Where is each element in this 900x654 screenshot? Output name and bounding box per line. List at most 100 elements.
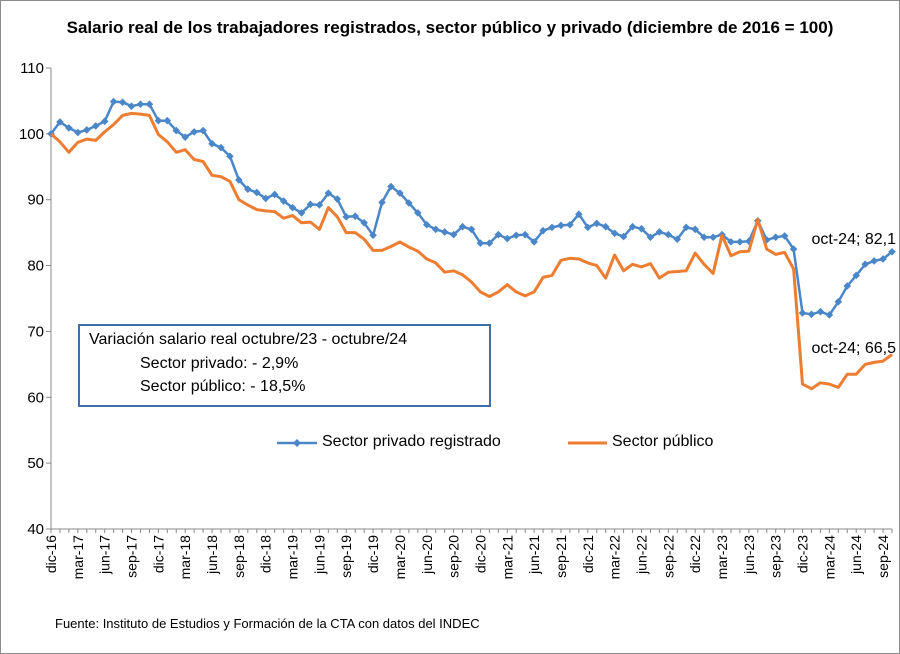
data-point-private [261, 194, 270, 203]
y-tick-label: 50 [27, 455, 44, 472]
x-tick-label: dic-19 [365, 535, 381, 573]
x-tick-label: sep-17 [124, 535, 140, 578]
data-point-private [91, 122, 100, 130]
x-tick-label: sep-22 [660, 535, 676, 578]
x-tick-label: sep-19 [338, 535, 354, 578]
data-point-private [208, 139, 216, 148]
data-point-private [422, 220, 431, 229]
data-point-private [476, 239, 485, 247]
chart-title: Salario real de los trabajadores registr… [66, 18, 834, 37]
data-point-private [333, 195, 342, 203]
data-point-private [288, 203, 297, 212]
data-point-private [297, 209, 306, 217]
data-point-private [199, 126, 207, 135]
data-point-private [396, 189, 404, 197]
data-point-private [807, 310, 816, 319]
data-point-private [637, 224, 646, 233]
x-tick-label: mar-19 [285, 535, 301, 580]
x-tick-label: dic-21 [580, 535, 596, 573]
y-tick-label: 90 [27, 192, 44, 209]
x-tick-label: sep-24 [875, 535, 891, 578]
data-point-private [709, 233, 717, 242]
data-point-private [431, 225, 440, 234]
point-label-public: oct-24; 66,5 [812, 340, 897, 357]
data-point-private [539, 226, 547, 235]
data-point-private [181, 133, 190, 141]
data-point-private [888, 247, 896, 256]
x-tick-label: jun-19 [311, 535, 327, 575]
x-tick-label: jun-17 [97, 535, 113, 575]
x-tick-label: jun-20 [419, 535, 435, 575]
data-point-private [65, 124, 73, 132]
annotation-public: Sector público: - 18,5% [140, 378, 306, 395]
x-tick-label: dic-22 [687, 535, 703, 573]
data-point-private [691, 225, 699, 234]
data-point-private [351, 212, 359, 220]
data-point-private [825, 311, 834, 319]
data-point-private [610, 229, 619, 238]
data-point-private [154, 116, 163, 125]
y-tick-label: 40 [27, 521, 44, 538]
data-point-private [503, 234, 512, 243]
data-point-private [252, 188, 261, 197]
data-point-private [145, 100, 154, 109]
x-tick-label: mar-17 [70, 535, 86, 580]
data-point-private [780, 232, 789, 240]
data-point-private [449, 230, 458, 239]
data-point-private [378, 198, 386, 207]
data-point-private [100, 117, 109, 126]
data-point-private [727, 238, 735, 246]
data-point-private [56, 118, 64, 126]
data-point-private [467, 225, 476, 234]
data-point-private [405, 199, 413, 207]
data-point-private [646, 233, 655, 242]
data-point-private [74, 128, 82, 137]
data-point-private [798, 309, 807, 317]
data-point-private [270, 190, 279, 199]
x-tick-label: mar-21 [499, 535, 515, 580]
x-tick-label: mar-22 [607, 535, 623, 580]
x-tick-label: jun-21 [526, 535, 542, 575]
data-point-private [584, 223, 592, 232]
data-point-private [494, 230, 503, 239]
annotation-private: Sector privado: - 2,9% [140, 355, 299, 372]
x-tick-label: dic-23 [795, 535, 811, 573]
data-point-private [879, 255, 887, 263]
y-tick-label: 80 [27, 258, 44, 275]
data-point-private [619, 232, 628, 241]
data-point-private [190, 128, 198, 136]
x-tick-label: mar-24 [821, 535, 837, 580]
data-point-private [512, 231, 521, 240]
data-point-private [870, 257, 878, 265]
data-point-private [655, 228, 664, 236]
data-point-private [306, 200, 315, 209]
y-tick-label: 70 [27, 323, 44, 340]
x-tick-label: jun-22 [633, 535, 649, 575]
x-tick-label: sep-18 [231, 535, 247, 578]
data-point-private [575, 210, 583, 219]
y-tick-label: 100 [19, 126, 44, 143]
data-point-private [745, 237, 753, 246]
x-tick-label: sep-21 [553, 535, 569, 578]
data-point-private [700, 233, 708, 242]
data-point-private [485, 239, 494, 247]
source-note: Fuente: Instituto de Estudios y Formació… [55, 616, 480, 631]
legend-label-private: Sector privado registrado [322, 433, 501, 450]
x-tick-label: dic-17 [150, 535, 166, 573]
data-point-private [369, 231, 377, 240]
data-point-private [852, 271, 861, 280]
data-point-private [673, 235, 682, 244]
data-point-private [324, 189, 333, 197]
data-point-private [109, 97, 118, 106]
data-point-private [458, 222, 467, 231]
data-point-private [628, 222, 637, 231]
data-point-private [414, 209, 422, 217]
x-tick-label: sep-20 [446, 535, 462, 578]
data-point-private [127, 102, 136, 110]
x-tick-label: dic-20 [472, 535, 488, 573]
data-point-private [843, 282, 852, 290]
x-tick-label: jun-23 [741, 535, 757, 575]
legend-marker-private [293, 439, 301, 447]
data-point-private [548, 223, 556, 232]
annotation-title: Variación salario real octubre/23 - octu… [89, 331, 408, 348]
